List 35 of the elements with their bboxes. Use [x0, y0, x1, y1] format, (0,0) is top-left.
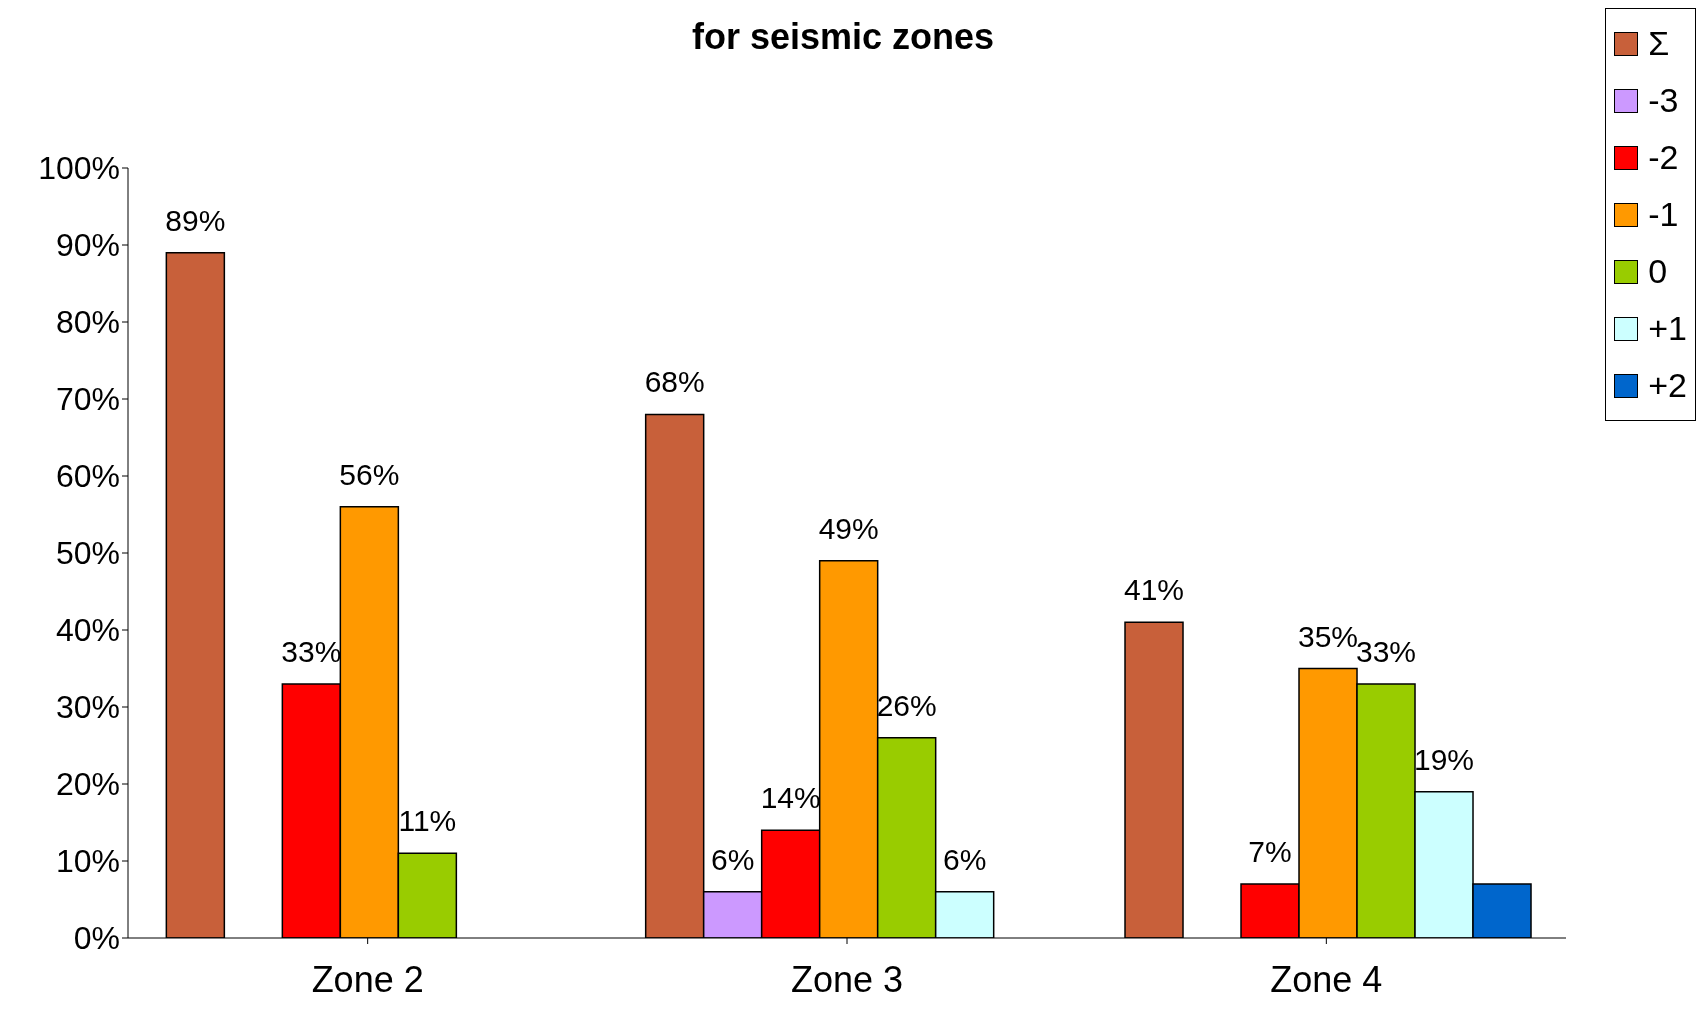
legend-label: Σ — [1648, 24, 1670, 63]
data-label: 6% — [943, 842, 987, 876]
y-tick-label: 10% — [55, 843, 120, 880]
y-tick-label: 50% — [55, 535, 120, 572]
data-label: 41% — [1123, 573, 1185, 607]
data-label: 49% — [818, 511, 879, 545]
y-tick-label: 70% — [55, 381, 120, 418]
data-label: 7% — [1248, 835, 1292, 869]
y-tick-label: 0% — [73, 920, 120, 957]
y-tick-label: 60% — [55, 458, 120, 495]
data-label: 26% — [876, 688, 937, 722]
y-tick-label: 100% — [38, 150, 120, 187]
legend-label: 0 — [1648, 252, 1668, 291]
y-tick-label: 20% — [55, 766, 120, 803]
data-label: 19% — [1413, 742, 1475, 776]
data-label: 89% — [165, 203, 226, 237]
legend-label: -1 — [1648, 195, 1679, 234]
data-label: 6% — [711, 842, 755, 876]
data-label: 68% — [644, 365, 705, 399]
data-label: 56% — [339, 457, 400, 491]
data-label: 14% — [760, 781, 821, 815]
legend-label: -3 — [1648, 81, 1679, 120]
y-tick-label: 40% — [55, 612, 120, 649]
x-tick-label: Zone 2 — [311, 958, 424, 1000]
x-tick-label: Zone 3 — [790, 958, 904, 1000]
data-label: 11% — [398, 804, 457, 838]
x-tick-label: Zone 4 — [1270, 958, 1383, 1000]
chart-title: for seismic zones — [691, 16, 995, 57]
y-tick-label: 30% — [55, 689, 120, 726]
y-tick-label: 80% — [55, 304, 120, 341]
legend-label: +1 — [1648, 309, 1687, 348]
y-tick-label: 90% — [55, 227, 120, 264]
legend-label: +2 — [1648, 366, 1687, 405]
legend-label: -2 — [1648, 138, 1679, 177]
data-label: 33% — [281, 634, 342, 668]
